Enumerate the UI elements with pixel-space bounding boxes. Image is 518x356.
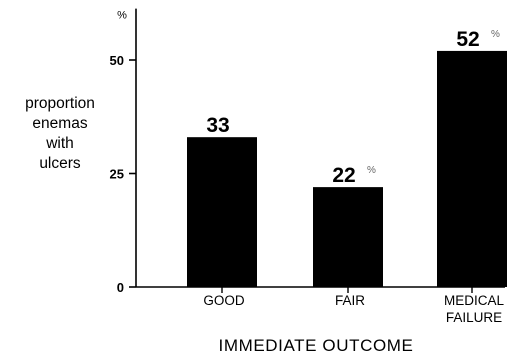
y-tick-label: 25: [110, 167, 124, 182]
x-tick-label: FAIR: [335, 293, 365, 308]
y-axis-label: proportion enemas with ulcers: [4, 94, 116, 174]
y-axis-label-line: with: [46, 135, 74, 152]
y-unit-symbol: %: [117, 10, 127, 22]
bar: [313, 187, 383, 287]
y-axis-label-line: proportion: [25, 95, 95, 112]
x-tick-label: MEDICAL: [444, 293, 505, 308]
y-tick-label: 50: [110, 53, 124, 68]
data-label: 22: [332, 164, 355, 187]
y-tick-label: 0: [117, 280, 124, 295]
bar: [187, 137, 257, 287]
data-label: 33: [206, 114, 229, 137]
y-axis-label-line: enemas: [32, 115, 88, 132]
y-axis-label-line: ulcers: [39, 155, 81, 172]
data-label-suffix: %: [367, 165, 376, 176]
data-label: 52: [456, 28, 479, 51]
x-axis-label: IMMEDIATE OUTCOME: [219, 336, 414, 355]
x-tick-label: FAILURE: [446, 310, 502, 325]
bar: [437, 50, 507, 287]
x-tick-label: GOOD: [203, 293, 245, 308]
data-label-suffix: %: [491, 29, 500, 40]
